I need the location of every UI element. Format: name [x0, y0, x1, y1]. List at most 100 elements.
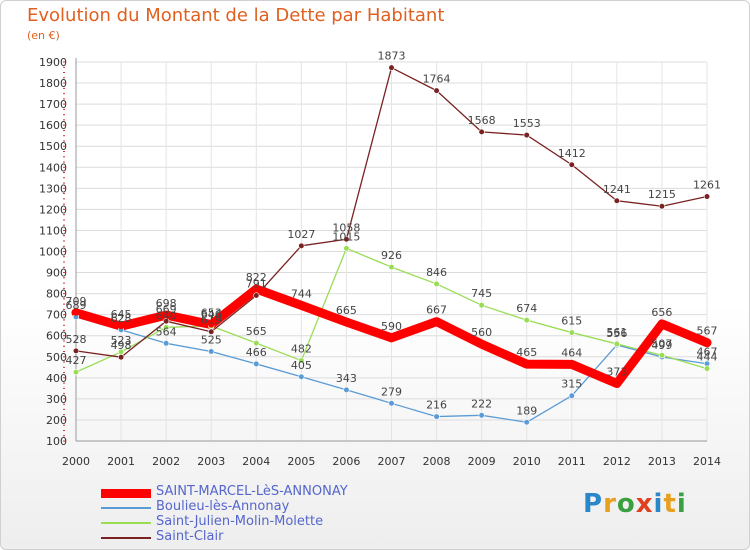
y-tick-label: 1100 [39, 224, 67, 237]
data-label: 556 [606, 327, 627, 340]
x-tick-label: 2014 [693, 455, 721, 468]
y-tick-label: 1500 [39, 140, 67, 153]
data-label: 615 [561, 315, 582, 328]
data-label: 698 [156, 297, 177, 310]
data-label: 482 [291, 343, 312, 356]
data-point-2 [72, 369, 80, 376]
data-point-1 [163, 340, 170, 347]
logo-letter: P [583, 489, 604, 519]
x-tick-label: 2013 [648, 455, 676, 468]
data-label: 222 [471, 397, 492, 410]
data-label: 646 [201, 308, 222, 321]
data-label: 525 [201, 334, 222, 347]
data-point-2 [568, 329, 575, 336]
data-point-0 [208, 321, 215, 328]
data-point-1 [523, 419, 530, 426]
data-label: 645 [111, 308, 132, 321]
data-point-3 [343, 236, 350, 243]
data-label: 653 [201, 307, 222, 320]
data-label: 444 [697, 351, 718, 364]
data-label: 709 [66, 295, 87, 308]
x-tick-label: 2000 [62, 455, 90, 468]
data-point-2 [478, 302, 485, 309]
y-tick-label: 500 [46, 351, 67, 364]
y-tick-label: 800 [46, 288, 67, 301]
data-point-3 [163, 318, 170, 325]
x-tick-label: 2004 [242, 455, 270, 468]
data-point-2 [703, 365, 711, 372]
data-point-0 [478, 341, 485, 348]
y-tick-label: 1800 [39, 77, 67, 90]
data-label: 667 [426, 304, 447, 317]
data-point-3 [298, 242, 305, 249]
x-tick-label: 2008 [423, 455, 451, 468]
legend-swatch [101, 488, 151, 498]
data-point-1 [433, 413, 440, 420]
logo-letter: r [603, 489, 617, 519]
data-label: 405 [291, 359, 312, 372]
logo-letter: i [653, 489, 664, 519]
data-label: 315 [561, 378, 582, 391]
data-point-0 [433, 318, 440, 325]
data-label: 507 [651, 337, 672, 350]
data-point-1 [478, 412, 485, 419]
data-label: 1568 [468, 114, 496, 127]
y-tick-label: 1400 [39, 161, 67, 174]
data-label: 565 [246, 325, 267, 338]
logo-letter: x [635, 489, 654, 519]
data-point-0 [568, 361, 575, 368]
y-tick-label: 1600 [39, 119, 67, 132]
data-point-0 [298, 302, 305, 309]
y-tick-label: 100 [46, 435, 67, 448]
data-label: 674 [516, 302, 537, 315]
data-label: 1027 [287, 228, 315, 241]
y-tick-label: 1000 [39, 246, 67, 259]
data-label: 567 [697, 325, 718, 338]
x-tick-label: 2012 [603, 455, 631, 468]
data-point-0 [523, 361, 530, 368]
data-point-3 [208, 328, 215, 335]
data-label: 689 [66, 299, 87, 312]
logo-letter: t [663, 489, 677, 519]
data-point-0 [163, 312, 170, 319]
data-label: 373 [606, 366, 627, 379]
data-label: 464 [561, 346, 582, 359]
data-label: 1873 [378, 50, 406, 63]
chart-subtitle: (en €) [27, 29, 60, 42]
data-point-1 [208, 348, 215, 355]
data-point-2 [613, 340, 620, 348]
data-label: 669 [156, 303, 177, 316]
data-label: 1553 [513, 117, 541, 130]
data-label: 744 [291, 287, 312, 300]
data-label: 216 [426, 399, 447, 412]
data-label: 745 [471, 287, 492, 300]
data-point-1 [568, 392, 575, 399]
data-point-0 [388, 334, 395, 341]
x-tick-label: 2003 [197, 455, 225, 468]
y-tick-label: 200 [46, 414, 67, 427]
legend-label: Saint-Julien-Molin-Molette [156, 514, 324, 529]
data-label: 1241 [603, 183, 631, 196]
y-tick-label: 300 [46, 393, 67, 406]
x-tick-label: 2010 [513, 455, 541, 468]
proxiti-logo: Proxiti [583, 489, 687, 519]
legend-swatch [101, 507, 151, 509]
data-label: 427 [66, 354, 87, 367]
data-point-0 [343, 319, 350, 326]
x-tick-label: 2009 [468, 455, 496, 468]
data-point-3 [523, 131, 530, 139]
data-point-2 [343, 245, 350, 252]
y-tick-label: 400 [46, 372, 67, 385]
data-label: 523 [111, 334, 132, 347]
data-label: 560 [471, 326, 492, 339]
data-label: 564 [156, 325, 177, 338]
data-label: 640 [156, 309, 177, 322]
data-point-0 [658, 320, 665, 327]
data-point-3 [613, 197, 620, 204]
data-point-2 [523, 317, 530, 324]
y-tick-label: 1300 [39, 182, 67, 195]
data-label: 1058 [332, 221, 360, 234]
data-label: 561 [606, 326, 627, 339]
data-point-2 [253, 339, 260, 347]
